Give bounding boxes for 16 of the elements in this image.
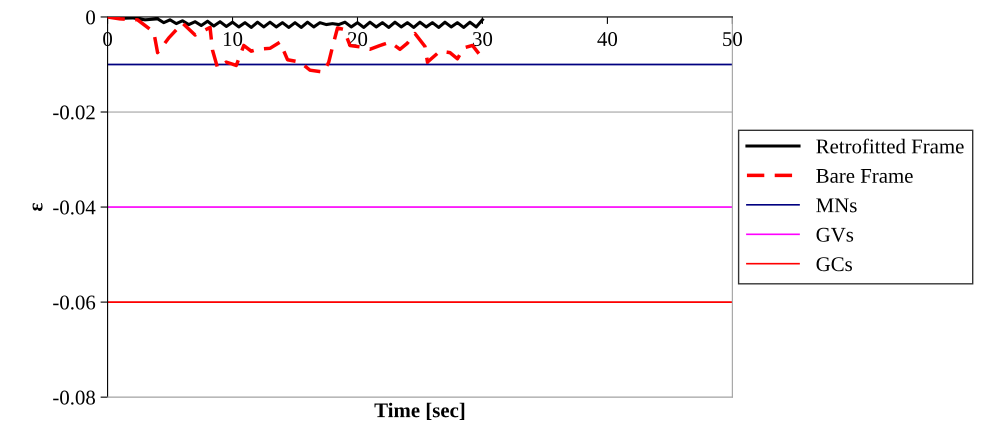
legend-label: Retrofitted Frame (816, 138, 964, 154)
y-tick-label: -0.04 (53, 200, 96, 215)
legend-label: GVs (816, 228, 854, 242)
legend-label: MNs (816, 198, 857, 212)
x-tick-label: 10 (224, 32, 242, 46)
x-tick-label: 40 (597, 32, 618, 46)
y-tick-label: 0 (86, 10, 95, 24)
x-tick-label: 30 (473, 32, 492, 46)
y-tick-label: -0.06 (53, 295, 96, 310)
y-tick-label: -0.08 (53, 390, 95, 405)
y-tick-label: -0.02 (53, 105, 95, 120)
x-tick-label: 50 (723, 32, 742, 46)
legend-label: GCs (816, 257, 852, 272)
legend-label: Bare Frame (816, 169, 913, 183)
x-axis-title: Time [sec] (374, 402, 464, 420)
y-axis-title: ε (32, 203, 43, 211)
